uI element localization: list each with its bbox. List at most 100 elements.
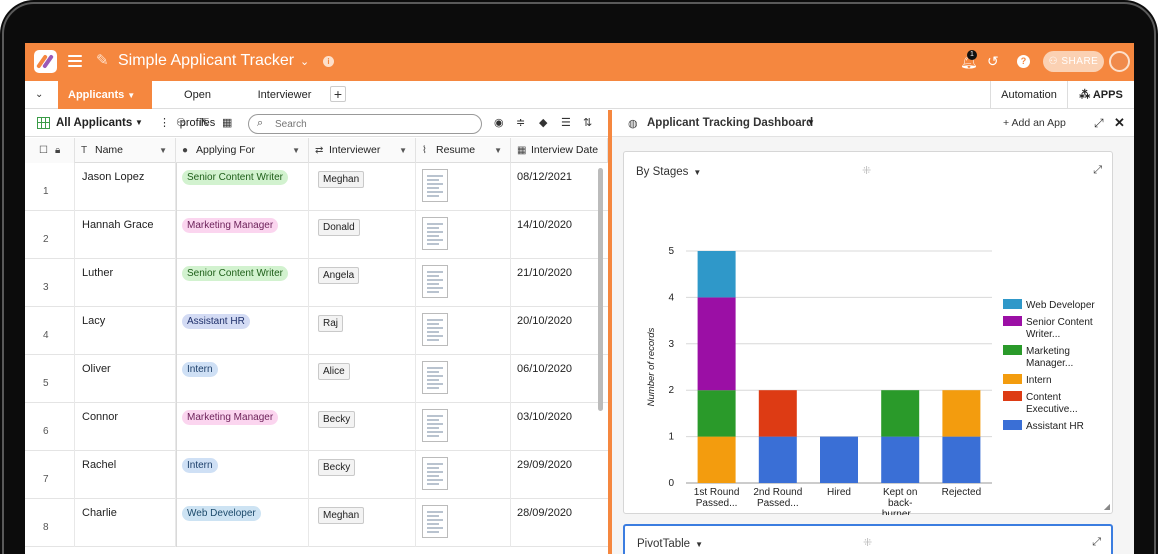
avatar[interactable] xyxy=(1109,51,1130,72)
document-thumbnail-icon[interactable] xyxy=(422,457,448,490)
bar-segment[interactable] xyxy=(697,297,736,391)
table-row[interactable]: 4 Lacy Assistant HR Raj 20/10/2020 xyxy=(25,307,608,355)
caret-down-icon[interactable]: ▼ xyxy=(399,146,407,155)
document-thumbnail-icon[interactable] xyxy=(422,169,448,202)
color-fill-icon[interactable]: ◆ xyxy=(539,117,548,129)
close-icon[interactable]: ✕ xyxy=(1114,115,1125,130)
document-thumbnail-icon[interactable] xyxy=(422,217,448,250)
name-cell[interactable]: Rachel xyxy=(75,451,176,499)
add-table-plus-icon[interactable]: + xyxy=(330,86,346,102)
interview-date-cell[interactable]: 20/10/2020 xyxy=(517,315,573,327)
tab-applicants[interactable]: Applicants ▼ xyxy=(58,81,152,109)
bar-segment[interactable] xyxy=(942,390,981,437)
column-header[interactable]: ● Applying For ▼ xyxy=(176,138,309,163)
row-height-icon[interactable]: ≑ xyxy=(516,117,526,129)
view-name[interactable]: All Applicants xyxy=(56,117,133,129)
interview-date-cell[interactable]: 29/09/2020 xyxy=(517,459,573,471)
document-thumbnail-icon[interactable] xyxy=(422,409,448,442)
history-icon[interactable]: ↺ xyxy=(987,53,999,69)
document-thumbnail-icon[interactable] xyxy=(422,313,448,346)
app-title[interactable]: Simple Applicant Tracker xyxy=(118,52,295,69)
table-row[interactable]: 6 Connor Marketing Manager Becky 03/10/2020 xyxy=(25,403,608,451)
table-row[interactable]: 8 Charlie Web Developer Meghan 28/09/2020 xyxy=(25,499,608,547)
interviewer-cell[interactable]: Donald xyxy=(309,211,416,259)
column-header[interactable]: ⌇ Resume ▼ xyxy=(416,138,511,163)
expand-icon[interactable]: ⤢ xyxy=(1092,536,1101,548)
document-thumbnail-icon[interactable] xyxy=(422,265,448,298)
resume-cell[interactable] xyxy=(416,451,511,499)
table-row[interactable]: 2 Hannah Grace Marketing Manager Donald 14/1… xyxy=(25,211,608,259)
drag-handle-icon[interactable]: ⁜ xyxy=(862,165,872,177)
search-input[interactable] xyxy=(275,117,475,131)
print-icon[interactable]: ▦ xyxy=(222,117,233,129)
apps-button[interactable]: ⁂ APPS xyxy=(1067,81,1134,109)
name-cell[interactable]: Connor xyxy=(75,403,176,451)
name-cell[interactable]: Lacy xyxy=(75,307,176,355)
widget-title[interactable]: PivotTable ▼ xyxy=(637,538,703,550)
bar-segment[interactable] xyxy=(697,390,736,437)
legend-label[interactable]: Manager... xyxy=(1026,358,1073,369)
checkbox-icon[interactable]: ☐ xyxy=(39,145,48,156)
interviewer-cell[interactable]: Meghan xyxy=(309,163,416,211)
legend-label[interactable]: Assistant HR xyxy=(1026,421,1084,432)
bar-segment[interactable] xyxy=(758,390,797,437)
resume-cell[interactable] xyxy=(416,355,511,403)
tab-interviewer[interactable]: Interviewer xyxy=(257,89,312,101)
legend-swatch[interactable] xyxy=(1003,316,1022,326)
expand-icon[interactable]: ⤢ xyxy=(1094,116,1104,130)
legend-swatch[interactable] xyxy=(1003,374,1022,384)
share-view-icon[interactable]: ⚇ xyxy=(176,117,186,129)
interview-date-cell[interactable]: 08/12/2021 xyxy=(517,171,573,183)
bar-segment[interactable] xyxy=(881,436,920,483)
share-button[interactable]: ⚇ SHARE xyxy=(1043,51,1104,72)
dashboard-title[interactable]: Applicant Tracking Dashboard xyxy=(647,117,814,129)
caret-down-icon[interactable]: ▼ xyxy=(159,146,167,155)
legend-swatch[interactable] xyxy=(1003,299,1022,309)
filter-icon[interactable]: ☰ xyxy=(561,117,571,129)
name-cell[interactable]: Oliver xyxy=(75,355,176,403)
applying-for-cell[interactable]: Intern xyxy=(176,451,309,499)
caret-down-icon[interactable]: ▼ xyxy=(135,118,143,127)
bar-segment[interactable] xyxy=(697,436,736,483)
legend-label[interactable]: Intern xyxy=(1026,375,1052,386)
search-field[interactable]: ⌕ xyxy=(248,114,482,134)
resume-cell[interactable] xyxy=(416,499,511,547)
chevron-down-icon[interactable]: ⌄ xyxy=(300,56,310,68)
table-row[interactable]: 1 Jason Lopez Senior Content Writer Meghan 0… xyxy=(25,163,608,211)
add-app-button[interactable]: + Add an App xyxy=(1003,117,1066,129)
column-header[interactable]: ⇄ Interviewer ▼ xyxy=(309,138,416,163)
applying-for-cell[interactable]: Assistant HR xyxy=(176,307,309,355)
table-row[interactable]: 5 Oliver Intern Alice 06/10/2020 xyxy=(25,355,608,403)
resize-handle-icon[interactable]: ◢ xyxy=(1103,502,1110,511)
legend-swatch[interactable] xyxy=(1003,345,1022,355)
widget-title[interactable]: By Stages ▼ xyxy=(636,166,701,178)
applying-for-cell[interactable]: Intern xyxy=(176,355,309,403)
caret-down-icon[interactable]: ▼ xyxy=(807,118,815,127)
table-row[interactable]: 3 Luther Senior Content Writer Angela 21/10/… xyxy=(25,259,608,307)
panel-divider[interactable] xyxy=(608,110,612,554)
legend-label[interactable]: Executive... xyxy=(1026,404,1078,415)
caret-down-icon[interactable]: ▼ xyxy=(292,146,300,155)
interviewer-cell[interactable]: Becky xyxy=(309,403,416,451)
interviewer-cell[interactable]: Meghan xyxy=(309,499,416,547)
resume-cell[interactable] xyxy=(416,211,511,259)
hide-fields-icon[interactable]: ◉ xyxy=(494,117,504,129)
legend-label[interactable]: Web Developer xyxy=(1026,300,1095,311)
caret-down-icon[interactable]: ▼ xyxy=(695,540,703,549)
grid-view-icon[interactable] xyxy=(37,117,50,129)
resume-cell[interactable] xyxy=(416,163,511,211)
name-cell[interactable]: Luther xyxy=(75,259,176,307)
legend-label[interactable]: Content xyxy=(1026,392,1061,403)
expand-icon[interactable]: ⤢ xyxy=(1093,164,1102,176)
bar-segment[interactable] xyxy=(820,436,858,483)
column-header[interactable]: T Name ▼ xyxy=(75,138,176,163)
interviewer-cell[interactable]: Becky xyxy=(309,451,416,499)
resume-cell[interactable] xyxy=(416,259,511,307)
hamburger-menu-icon[interactable] xyxy=(68,55,82,67)
interview-date-cell[interactable]: 21/10/2020 xyxy=(517,267,573,279)
chevron-down-icon[interactable]: ⌄ xyxy=(35,89,44,100)
interviewer-cell[interactable]: Angela xyxy=(309,259,416,307)
legend-swatch[interactable] xyxy=(1003,391,1022,401)
legend-swatch[interactable] xyxy=(1003,420,1022,430)
applying-for-cell[interactable]: Senior Content Writer xyxy=(176,163,309,211)
